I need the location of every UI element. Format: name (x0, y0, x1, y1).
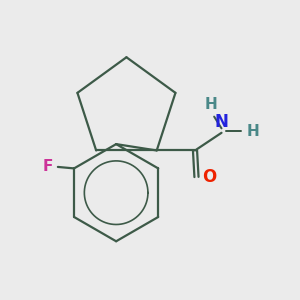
Text: H: H (205, 97, 217, 112)
Text: F: F (43, 159, 53, 174)
Text: O: O (202, 168, 216, 186)
Text: N: N (214, 113, 228, 131)
Text: H: H (247, 124, 259, 139)
